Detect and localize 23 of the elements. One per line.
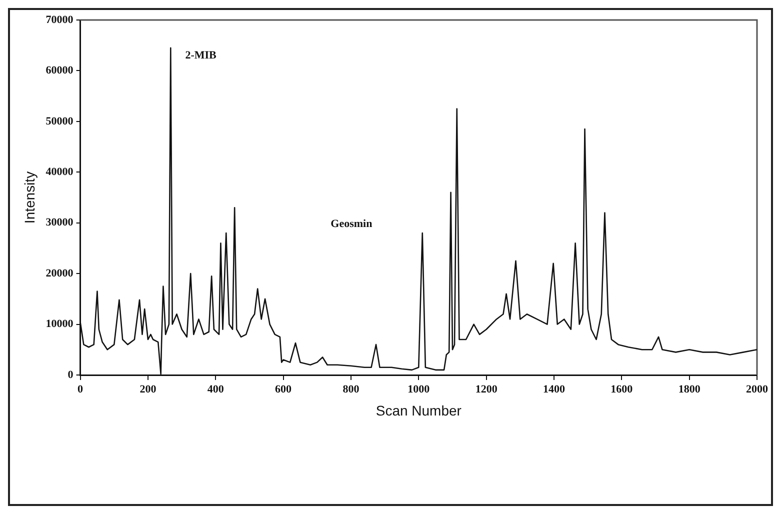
y-tick-label: 0 bbox=[68, 368, 74, 381]
x-tick-label: 1000 bbox=[408, 383, 430, 396]
y-tick-label: 40000 bbox=[46, 166, 74, 178]
y-tick-label: 60000 bbox=[46, 64, 74, 77]
x-tick-label: 200 bbox=[140, 383, 157, 396]
x-tick-label: 800 bbox=[342, 383, 360, 396]
x-tick-label: 1400 bbox=[542, 383, 566, 396]
x-tick-label: 1200 bbox=[475, 383, 498, 396]
x-tick-label: 0 bbox=[78, 383, 84, 396]
y-tick-label: 70000 bbox=[46, 14, 74, 26]
x-tick-label: 1800 bbox=[678, 383, 701, 396]
y-axis-title: Intensity bbox=[21, 171, 38, 224]
y-tick-label: 30000 bbox=[46, 216, 74, 229]
x-axis-title: Scan Number bbox=[376, 402, 462, 418]
annotation: 2-MIB bbox=[185, 49, 218, 62]
y-tick-label: 50000 bbox=[46, 115, 74, 128]
y-tick-label: 20000 bbox=[46, 267, 74, 280]
x-tick-label: 1600 bbox=[610, 383, 634, 396]
x-tick-label: 600 bbox=[275, 383, 292, 396]
x-tick-label: 2000 bbox=[746, 383, 768, 396]
y-tick-label: 10000 bbox=[46, 318, 74, 330]
annotation: Geosmin bbox=[330, 218, 372, 230]
x-tick-label: 400 bbox=[207, 383, 224, 396]
